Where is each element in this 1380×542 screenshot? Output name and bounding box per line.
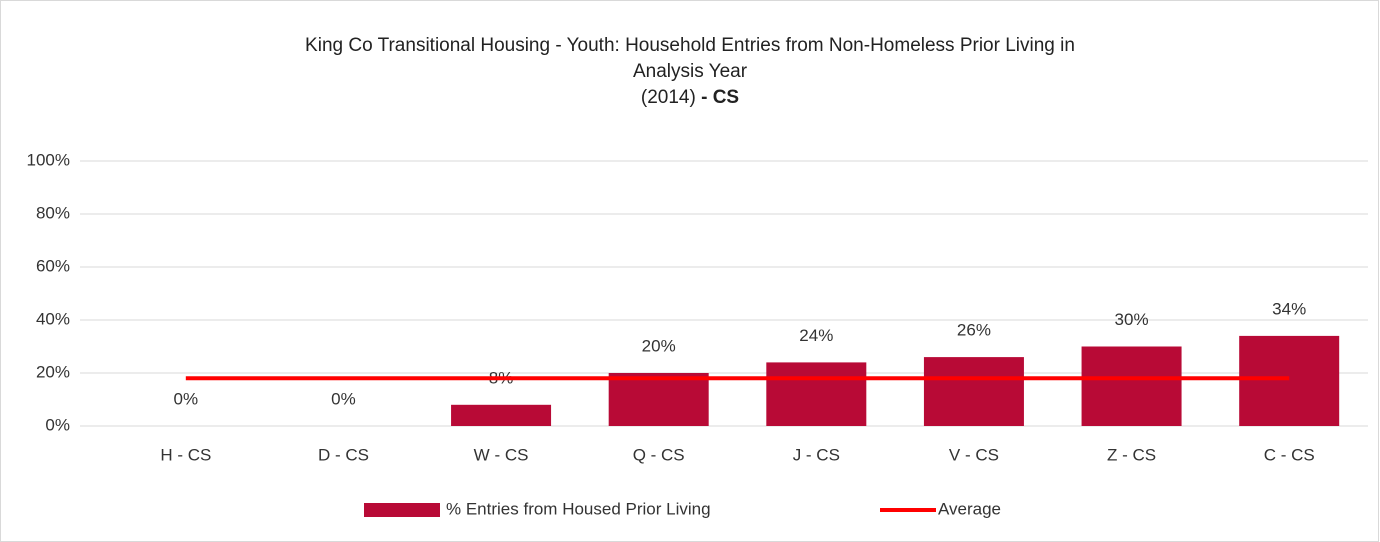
bar	[608, 373, 709, 426]
bar	[451, 404, 552, 426]
data-label: 34%	[1272, 299, 1306, 318]
bar	[923, 357, 1024, 426]
data-label: 0%	[174, 389, 199, 408]
legend-label: % Entries from Housed Prior Living	[446, 499, 711, 518]
chart-title: (2014) - CS	[641, 87, 739, 108]
data-label: 20%	[642, 336, 676, 355]
bar	[766, 362, 867, 426]
data-label: 26%	[957, 321, 991, 340]
legend-swatch	[364, 503, 440, 517]
y-tick-label: 20%	[36, 362, 70, 381]
x-tick-label: C - CS	[1264, 445, 1315, 464]
data-label: 0%	[331, 389, 356, 408]
x-tick-label: V - CS	[949, 445, 999, 464]
y-tick-label: 0%	[45, 415, 70, 434]
chart-title-bold: - CS	[701, 87, 739, 108]
bar	[1239, 335, 1340, 426]
bar	[1081, 346, 1182, 426]
chart-title: Analysis Year	[633, 61, 748, 82]
y-tick-label: 60%	[36, 256, 70, 275]
chart-title: (2014)	[641, 87, 696, 108]
y-tick-label: 100%	[27, 150, 70, 169]
x-tick-label: W - CS	[474, 445, 529, 464]
legend-label: Average	[938, 499, 1001, 518]
x-tick-label: J - CS	[793, 445, 840, 464]
x-tick-label: H - CS	[160, 445, 211, 464]
data-label: 24%	[799, 326, 833, 345]
y-tick-label: 40%	[36, 309, 70, 328]
x-tick-label: Z - CS	[1107, 445, 1156, 464]
data-label: 30%	[1115, 310, 1149, 329]
x-tick-label: Q - CS	[633, 445, 685, 464]
chart-title: King Co Transitional Housing - Youth: Ho…	[305, 35, 1075, 56]
y-tick-label: 80%	[36, 203, 70, 222]
x-tick-label: D - CS	[318, 445, 369, 464]
